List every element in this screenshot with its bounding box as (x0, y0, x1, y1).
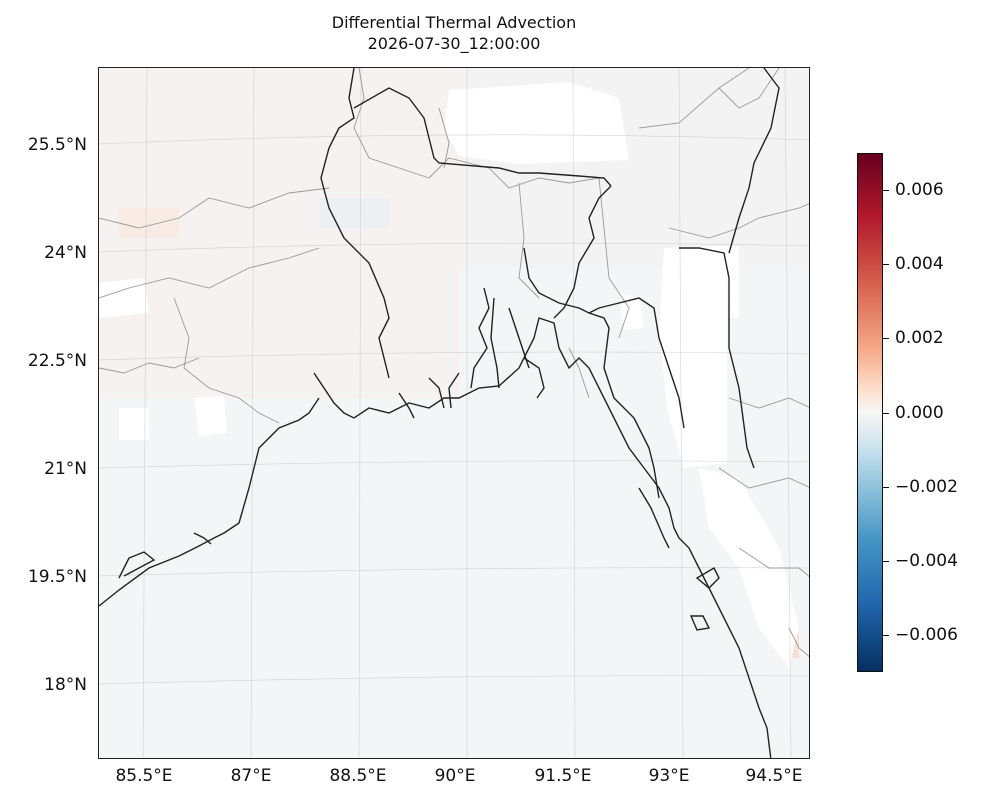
colorbar-tick (883, 264, 889, 266)
colorbar-tick-label: 0.004 (895, 254, 944, 275)
colorbar-tick-label: −0.002 (895, 476, 958, 497)
lon-label: 91.5°E (534, 766, 592, 786)
lat-label: 21°N (44, 459, 87, 479)
state-borders (99, 68, 809, 657)
colorbar-tick (883, 560, 889, 562)
colorbar-tick-label: −0.006 (895, 624, 958, 645)
colorbar-tick (883, 634, 889, 636)
colorbar-tick (883, 412, 889, 414)
colorbar-tick (883, 486, 889, 488)
map-panel[interactable] (98, 67, 810, 759)
colorbar-tick-label: 0.002 (895, 328, 944, 349)
lon-label: 94.5°E (745, 766, 803, 786)
lon-label: 85.5°E (115, 766, 173, 786)
map-canvas (99, 68, 809, 758)
lon-label: 88.5°E (329, 766, 387, 786)
graticule (99, 68, 809, 758)
colorbar-tick-label: 0.006 (895, 180, 944, 201)
lon-label: 87°E (230, 766, 272, 786)
colorbar-tick-label: −0.004 (895, 550, 958, 571)
lon-label: 90°E (434, 766, 476, 786)
lat-label: 18°N (44, 675, 87, 695)
colorbar (857, 153, 883, 672)
lon-label: 93°E (648, 766, 690, 786)
coastlines (99, 68, 780, 758)
lat-label: 19.5°N (27, 567, 87, 587)
lat-label: 25.5°N (27, 135, 87, 155)
map-title: Differential Thermal Advection (331, 13, 577, 32)
map-subtitle: 2026-07-30_12:00:00 (367, 34, 541, 53)
lat-label: 22.5°N (27, 351, 87, 371)
lat-label: 24°N (44, 243, 87, 263)
colorbar-tick (883, 190, 889, 192)
colorbar-tick-label: 0.000 (895, 402, 944, 423)
colorbar-tick (883, 338, 889, 340)
